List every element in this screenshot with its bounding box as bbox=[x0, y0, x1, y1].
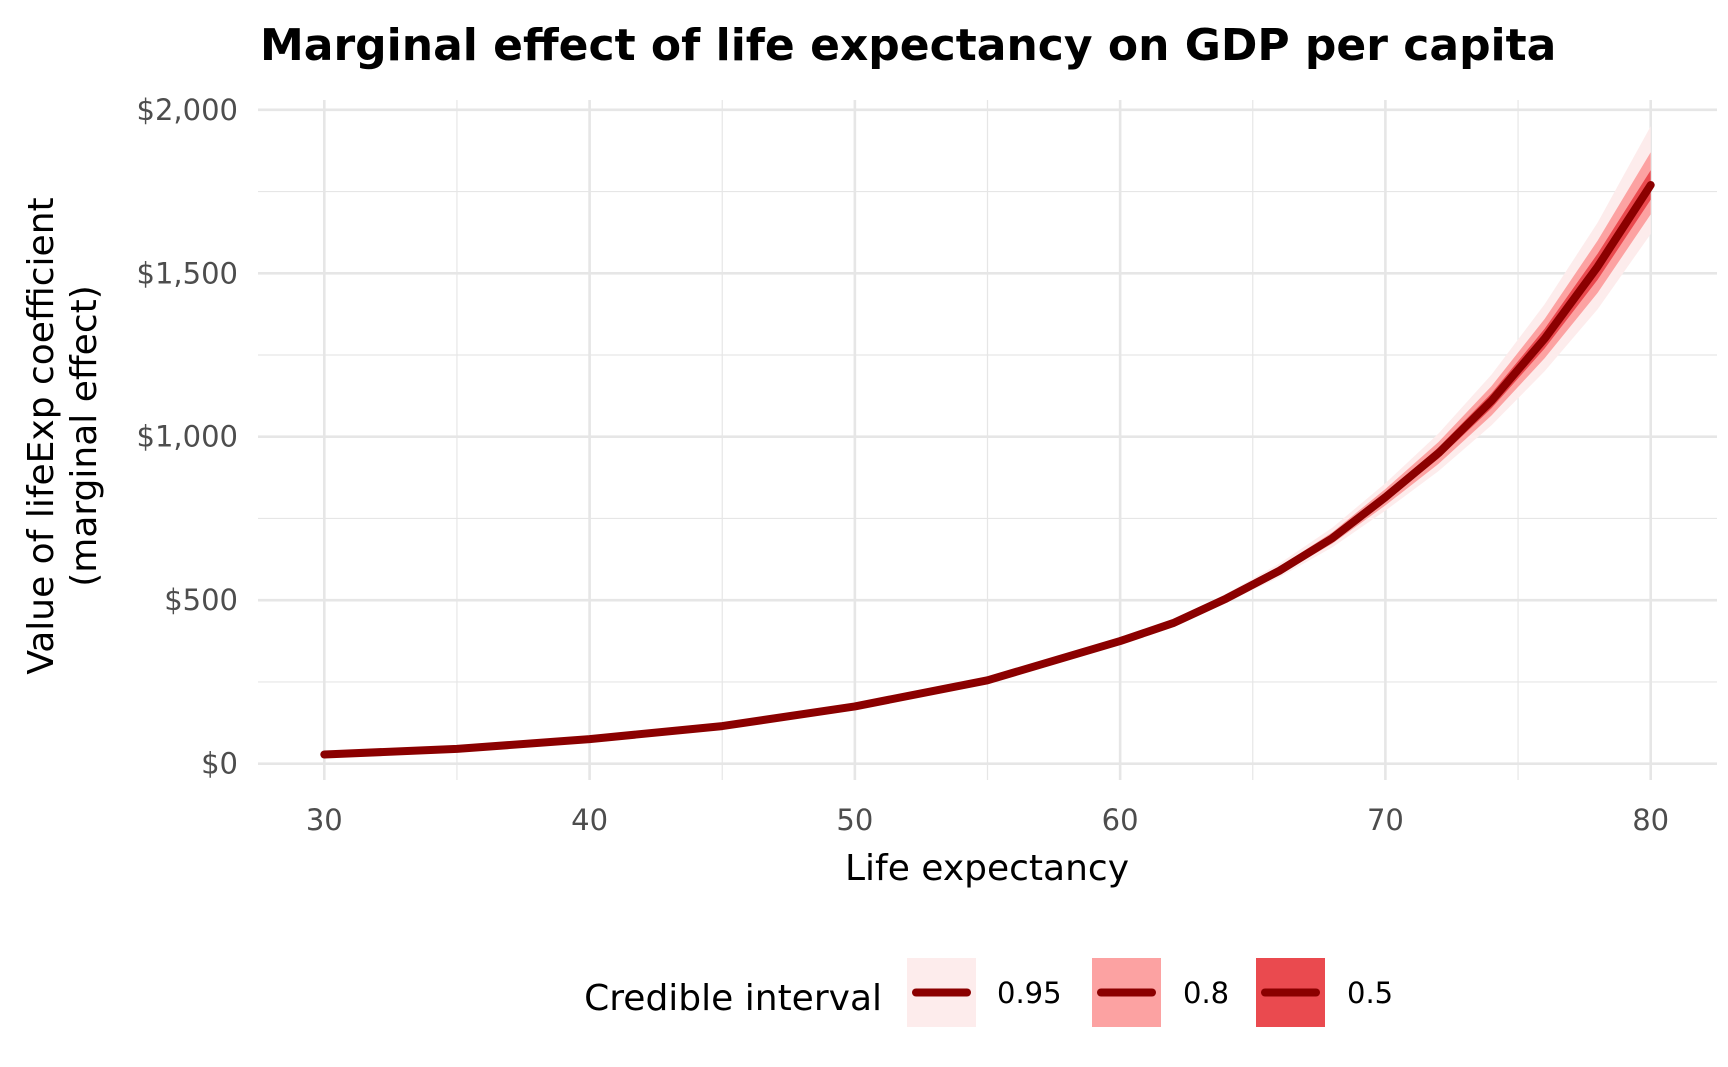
legend: Credible interval 0.95 0.8 0.5 bbox=[584, 958, 1393, 1027]
y-tick-label: $500 bbox=[164, 583, 238, 617]
y-tick-labels: $0 $500 $1,000 $1,500 $2,000 bbox=[137, 93, 238, 781]
x-axis-label: Life expectancy bbox=[845, 848, 1129, 889]
x-tick-label: 80 bbox=[1632, 803, 1669, 837]
y-axis-label-line2: (marginal effect) bbox=[64, 285, 105, 587]
legend-label: 0.5 bbox=[1347, 976, 1393, 1010]
x-tick-labels: 30 40 50 60 70 80 bbox=[306, 803, 1669, 837]
legend-title: Credible interval bbox=[584, 978, 882, 1019]
x-tick-label: 50 bbox=[836, 803, 873, 837]
y-tick-label: $1,000 bbox=[137, 420, 238, 454]
x-tick-label: 30 bbox=[306, 803, 343, 837]
series-lines bbox=[320, 181, 1655, 759]
grid-lines bbox=[258, 100, 1717, 780]
y-tick-label: $1,500 bbox=[137, 256, 238, 290]
x-tick-label: 40 bbox=[571, 803, 608, 837]
chart-title: Marginal effect of life expectancy on GD… bbox=[260, 20, 1556, 71]
series-line bbox=[320, 181, 1655, 759]
y-tick-label: $2,000 bbox=[137, 93, 238, 127]
x-tick-label: 60 bbox=[1102, 803, 1139, 837]
y-axis-label-line1: Value of lifeExp coefficient bbox=[21, 197, 62, 674]
legend-label: 0.95 bbox=[997, 976, 1062, 1010]
y-tick-label: $0 bbox=[201, 747, 238, 781]
legend-label: 0.8 bbox=[1183, 976, 1229, 1010]
x-tick-label: 70 bbox=[1367, 803, 1404, 837]
